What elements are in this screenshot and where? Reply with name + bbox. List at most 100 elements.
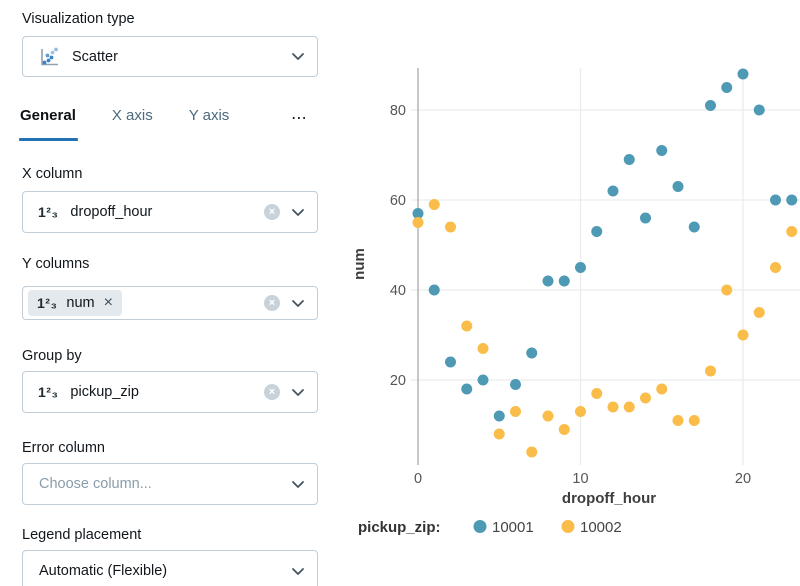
data-point-10002 [412, 217, 424, 228]
data-point-10001 [753, 104, 765, 116]
x-tick-label: 0 [414, 471, 422, 487]
y-tick-label: 60 [390, 193, 406, 209]
data-point-10002 [575, 406, 586, 417]
legend-label-10001[interactable]: 10001 [492, 519, 534, 536]
data-point-10002 [510, 406, 521, 417]
chevron-down-icon[interactable] [291, 388, 305, 397]
data-point-10001 [737, 68, 749, 80]
data-point-10001 [477, 374, 489, 386]
chevron-down-icon[interactable] [291, 567, 305, 576]
data-point-10001 [461, 383, 473, 395]
visualization-type-label: Visualization type [22, 11, 135, 27]
legend-label-10002[interactable]: 10002 [580, 519, 622, 536]
data-point-10001 [705, 100, 716, 111]
data-point-10001 [623, 154, 635, 165]
data-point-10001 [640, 212, 651, 224]
data-point-10002 [786, 226, 798, 237]
y-column-chip-value: num [66, 295, 95, 311]
tab-x-axis[interactable]: X axis [111, 107, 153, 124]
data-point-10001 [688, 221, 700, 233]
data-point-10002 [640, 392, 651, 404]
data-point-10002 [607, 401, 619, 413]
data-point-10002 [445, 221, 456, 233]
data-point-10001 [493, 410, 505, 422]
chevron-down-icon[interactable] [291, 299, 305, 308]
data-point-10001 [445, 356, 456, 368]
x-axis-title: dropoff_hour [562, 490, 656, 507]
data-point-10001 [526, 347, 538, 359]
group-by-select[interactable]: 1²₃ pickup_zip × [22, 371, 318, 413]
y-tick-label: 40 [390, 283, 406, 299]
tab-general[interactable]: General [19, 107, 78, 141]
y-tick-label: 20 [390, 373, 406, 389]
data-point-10002 [428, 199, 440, 210]
visualization-type-select[interactable]: Scatter [22, 36, 318, 77]
data-point-10001 [770, 194, 781, 206]
x-tick-label: 10 [572, 471, 588, 487]
x-column-label: X column [22, 166, 83, 182]
chevron-down-icon[interactable] [291, 208, 305, 217]
legend-title: pickup_zip: [358, 519, 441, 536]
clear-icon[interactable]: × [264, 295, 280, 311]
data-point-10002 [672, 415, 684, 426]
data-point-10001 [510, 379, 521, 390]
legend-placement-select[interactable]: Automatic (Flexible) [22, 550, 318, 586]
clear-icon[interactable]: × [264, 384, 280, 400]
data-point-10002 [753, 307, 765, 318]
tabs-overflow-button[interactable]: ⋯ [291, 110, 308, 127]
data-point-10001 [672, 181, 684, 192]
data-point-10002 [705, 365, 716, 377]
group-by-label: Group by [22, 348, 82, 364]
visualization-type-value: Scatter [72, 48, 118, 65]
data-point-10001 [428, 284, 440, 296]
data-point-10002 [721, 284, 733, 296]
legend-swatch-10001[interactable] [473, 520, 487, 533]
clear-icon[interactable]: × [264, 204, 280, 220]
y-columns-label: Y columns [22, 256, 90, 272]
visualization-config-panel: Visualization type Scatter Gener [0, 0, 330, 586]
error-column-label: Error column [22, 440, 105, 456]
legend-placement-value: Automatic (Flexible) [39, 563, 168, 579]
y-tick-label: 80 [390, 103, 406, 119]
error-column-select[interactable]: Choose column... [22, 463, 318, 505]
x-column-value: dropoff_hour [70, 204, 153, 220]
error-column-placeholder: Choose column... [39, 476, 152, 492]
data-point-10002 [526, 446, 538, 458]
data-point-10001 [607, 185, 619, 197]
legend-placement-label: Legend placement [22, 527, 142, 543]
data-point-10001 [591, 226, 603, 237]
data-point-10002 [737, 329, 749, 341]
data-point-10002 [542, 410, 554, 422]
data-point-10002 [591, 388, 603, 399]
data-point-10001 [558, 275, 570, 287]
data-point-10002 [558, 424, 570, 435]
x-column-select[interactable]: 1²₃ dropoff_hour × [22, 191, 318, 233]
chart-area: 20 40 60 80 0 10 20 dropoff_hour num pickup_zip: 1… [330, 0, 800, 586]
data-point-10002 [770, 262, 781, 273]
chevron-down-icon[interactable] [291, 480, 305, 489]
number-type-icon: 1²₃ [37, 295, 58, 311]
data-point-10001 [542, 275, 554, 287]
legend-swatch-10002[interactable] [561, 520, 575, 533]
y-column-chip[interactable]: 1²₃ num × [28, 290, 122, 316]
data-point-10001 [412, 208, 424, 219]
x-tick-label: 20 [735, 471, 751, 487]
scatter-chart[interactable]: 20 40 60 80 0 10 20 dropoff_hour num pickup_zip: 1… [330, 0, 800, 560]
chevron-down-icon[interactable] [291, 52, 305, 61]
data-point-10001 [786, 194, 798, 206]
remove-chip-icon[interactable]: × [103, 294, 113, 311]
data-point-10002 [493, 428, 505, 440]
number-type-icon: 1²₃ [38, 204, 59, 220]
data-point-10002 [656, 383, 668, 395]
data-point-10001 [656, 145, 668, 156]
data-point-10001 [575, 262, 586, 273]
tab-y-axis[interactable]: Y axis [188, 107, 230, 124]
data-point-10002 [461, 320, 473, 332]
number-type-icon: 1²₃ [38, 384, 59, 400]
group-by-value: pickup_zip [70, 384, 139, 400]
config-tabs: General X axis Y axis [19, 107, 310, 141]
data-point-10002 [477, 343, 489, 354]
y-columns-select[interactable]: 1²₃ num × × [22, 286, 318, 320]
data-point-10001 [721, 82, 733, 93]
